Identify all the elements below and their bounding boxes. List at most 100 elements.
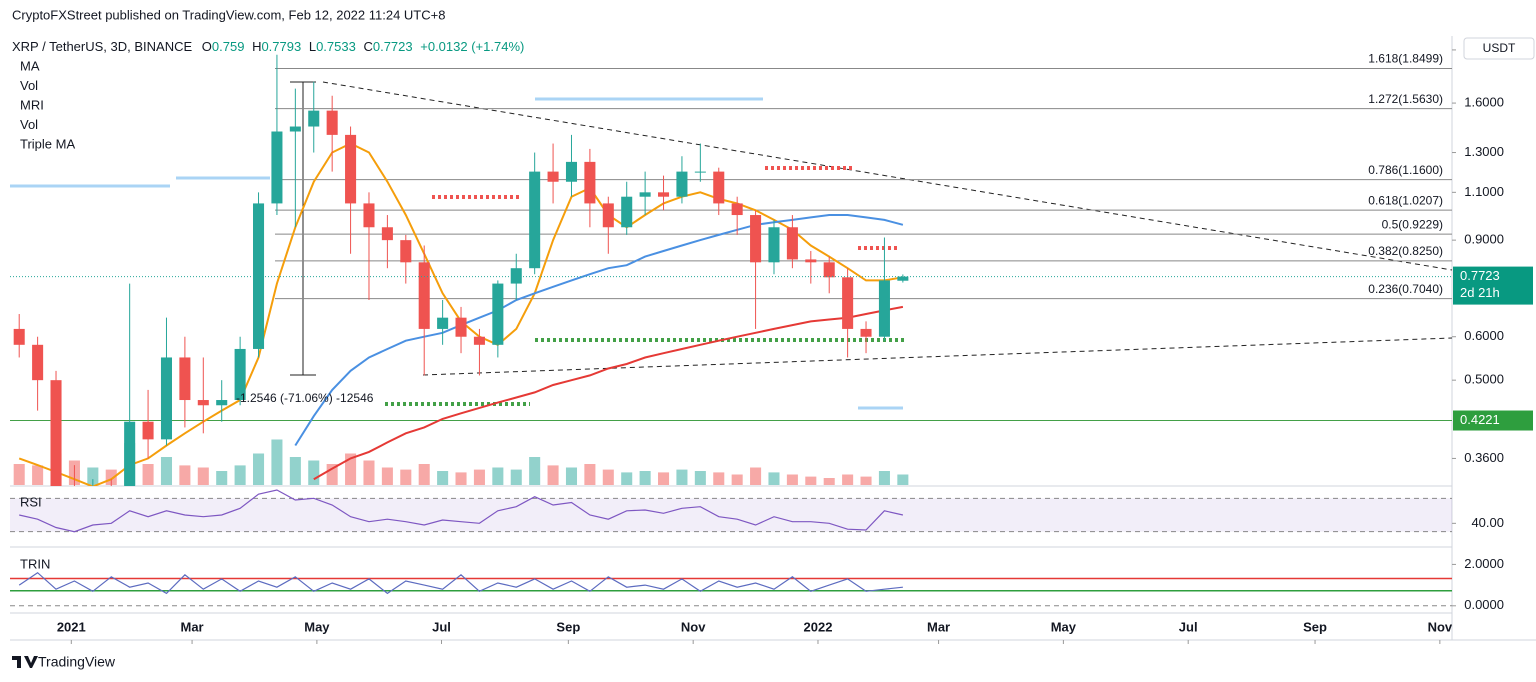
x-tick-label: Sep bbox=[1303, 619, 1327, 634]
volume-bar bbox=[13, 464, 25, 485]
indicator-panes: RSI TRIN bbox=[10, 489, 1452, 607]
candle-body bbox=[529, 171, 541, 269]
candle-body bbox=[860, 328, 872, 337]
y-tick-label: 0.3600 bbox=[1464, 450, 1504, 465]
volume-bar bbox=[87, 467, 99, 485]
volume-bar bbox=[860, 476, 872, 485]
y-tick-label: 0.5000 bbox=[1464, 372, 1504, 387]
candle-body bbox=[160, 357, 173, 440]
volume-bar bbox=[418, 464, 430, 485]
candle-body bbox=[694, 171, 706, 173]
volume-bar bbox=[750, 467, 762, 485]
volume-bar bbox=[289, 457, 301, 485]
x-tick-label: Jul bbox=[1179, 619, 1198, 634]
indicator-name: Vol bbox=[20, 117, 38, 132]
currency-badge[interactable] bbox=[1463, 37, 1535, 60]
price-badge bbox=[1453, 266, 1533, 305]
x-tick-label: Nov bbox=[681, 619, 706, 634]
y-tick-label: 0.6000 bbox=[1464, 328, 1504, 343]
volume-bar bbox=[602, 469, 614, 485]
candle-body bbox=[363, 203, 375, 228]
x-tick-label: Nov bbox=[1428, 619, 1453, 634]
candle-body bbox=[768, 227, 780, 263]
ohlc-value: 0.7723 bbox=[373, 39, 413, 54]
volume-bar bbox=[897, 474, 909, 485]
volume-bar bbox=[455, 472, 467, 485]
y-tick-label: 1.3000 bbox=[1464, 144, 1504, 159]
x-tick-label: May bbox=[304, 619, 330, 634]
volume-bar bbox=[492, 467, 504, 485]
volume-bar bbox=[823, 478, 835, 485]
volume-bar bbox=[731, 474, 743, 485]
candle-body bbox=[326, 110, 338, 135]
volume-bar bbox=[105, 469, 117, 485]
x-tick-label: May bbox=[1051, 619, 1077, 634]
volume-bar bbox=[658, 472, 670, 485]
change: +0.0132 (+1.74%) bbox=[420, 39, 524, 54]
candle-body bbox=[897, 276, 909, 281]
indicator-name: MA bbox=[20, 58, 40, 73]
price-badge-label: 0.7723 bbox=[1460, 268, 1500, 283]
candle-body bbox=[565, 161, 578, 182]
candle-body bbox=[731, 203, 743, 216]
y-tick-label: 40.00 bbox=[1471, 515, 1504, 530]
volume-bar bbox=[713, 472, 725, 485]
candle-body bbox=[713, 171, 725, 204]
indicator-name: Vol bbox=[20, 78, 38, 93]
price-badge-label: 0.4221 bbox=[1460, 412, 1500, 427]
candle-body bbox=[878, 280, 890, 337]
candle-body bbox=[676, 171, 688, 197]
candle-body bbox=[602, 203, 614, 228]
candle-body bbox=[473, 336, 485, 345]
candle-body bbox=[179, 357, 191, 401]
volume-bar bbox=[160, 457, 173, 485]
x-tick-label: 2022 bbox=[804, 619, 833, 634]
fib-label: 1.272(1.5630) bbox=[1368, 92, 1443, 106]
candle-body bbox=[658, 192, 670, 197]
volume-bar bbox=[529, 457, 541, 485]
ohlc-letter: L bbox=[309, 39, 316, 54]
volume-bar bbox=[676, 469, 688, 485]
trin-label: TRIN bbox=[20, 556, 50, 571]
candle-body bbox=[345, 134, 357, 204]
trendline bbox=[322, 81, 1453, 271]
candle-body bbox=[639, 192, 651, 197]
volume-bar bbox=[437, 471, 449, 485]
volume-bar bbox=[639, 471, 651, 485]
candle-body bbox=[786, 227, 798, 260]
fib-label: 0.786(1.1600) bbox=[1368, 163, 1443, 177]
volume-bar bbox=[694, 471, 706, 485]
candle-body bbox=[197, 400, 209, 406]
volume-bar bbox=[547, 465, 559, 485]
fib-label: 0.618(1.0207) bbox=[1368, 193, 1443, 207]
fib-label: 1.618(1.8499) bbox=[1368, 52, 1443, 66]
ohlc-value: 0.759 bbox=[212, 39, 245, 54]
moving-average bbox=[294, 214, 904, 447]
x-tick-label: Sep bbox=[556, 619, 580, 634]
candle-body bbox=[32, 344, 44, 381]
volume-bar bbox=[216, 471, 228, 485]
volume-bar bbox=[565, 467, 578, 485]
candle-body bbox=[381, 227, 393, 241]
trin-line bbox=[18, 571, 903, 595]
fib-label: 0.382(0.8250) bbox=[1368, 244, 1443, 258]
volume-bar bbox=[842, 474, 854, 485]
volume-bar bbox=[326, 464, 338, 485]
candle-body bbox=[13, 328, 25, 345]
candle-body bbox=[584, 161, 596, 204]
volume-bar bbox=[197, 467, 209, 485]
rsi-band bbox=[10, 498, 1452, 532]
volume-bar bbox=[473, 469, 485, 485]
volume-bar bbox=[32, 465, 44, 485]
volume-bar bbox=[400, 469, 412, 485]
candle-body bbox=[142, 421, 154, 440]
volume-bar bbox=[363, 460, 375, 485]
axes: 21.60001.30001.10000.90000.60000.50000.3… bbox=[57, 41, 1533, 644]
candle-body bbox=[124, 421, 136, 486]
price-badge bbox=[1453, 410, 1533, 431]
volume-bar bbox=[584, 464, 596, 485]
candle-body bbox=[621, 196, 633, 228]
ohlc-letter: H bbox=[252, 39, 261, 54]
y-tick-label: 1.1000 bbox=[1464, 184, 1504, 199]
candle-body bbox=[437, 317, 449, 329]
